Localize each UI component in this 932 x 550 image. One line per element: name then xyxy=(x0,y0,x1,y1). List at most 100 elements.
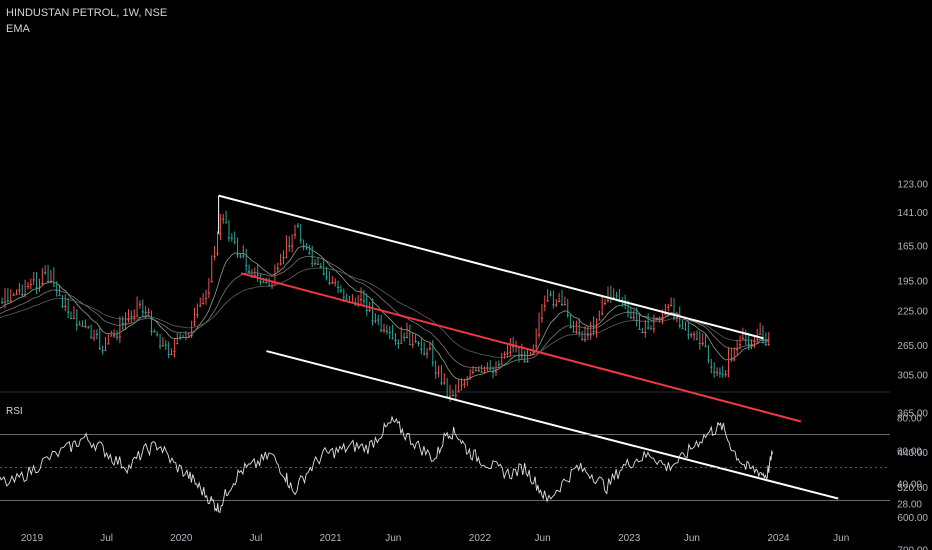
candle-body xyxy=(32,279,35,281)
candle-body xyxy=(569,326,572,328)
channel-line-lower[interactable] xyxy=(218,194,764,340)
time-tick-label: Jun xyxy=(535,533,551,544)
candle-body xyxy=(24,294,27,296)
candle-body xyxy=(156,334,159,336)
candle-body xyxy=(767,344,770,346)
candle-body xyxy=(216,253,219,255)
candle-body xyxy=(365,309,368,311)
candle-body xyxy=(500,364,503,366)
price-tick-label: 195.00 xyxy=(897,277,928,288)
candle-body xyxy=(543,305,546,307)
candle-body xyxy=(121,323,124,325)
candle-body xyxy=(26,285,30,287)
candle-body xyxy=(540,317,544,319)
candle-body xyxy=(546,300,549,302)
candle-body xyxy=(236,254,239,256)
candle-body xyxy=(721,374,724,376)
candle-body xyxy=(52,285,55,287)
candle-body xyxy=(328,282,331,284)
candle-body xyxy=(359,299,363,301)
candle-body xyxy=(718,372,722,374)
candle-body xyxy=(256,274,259,276)
candle-body xyxy=(207,292,210,294)
candle-body xyxy=(61,305,64,307)
candle-body xyxy=(555,304,558,306)
rsi-label[interactable]: RSI xyxy=(6,406,23,417)
channel-line-upper[interactable] xyxy=(266,350,839,500)
candle-body xyxy=(471,371,475,373)
candle-body xyxy=(738,344,742,346)
candle-body xyxy=(489,369,492,371)
time-tick-label: Jul xyxy=(100,533,113,544)
candle-body xyxy=(133,316,136,318)
candle-body xyxy=(285,257,288,259)
candle-body xyxy=(741,337,744,339)
candle-body xyxy=(598,319,601,321)
candle-body xyxy=(761,339,765,341)
candle-body xyxy=(391,337,394,339)
price-tick-label: 141.00 xyxy=(897,208,928,219)
candle-body xyxy=(457,390,460,392)
candle-body xyxy=(583,339,587,341)
candle-body xyxy=(199,305,202,307)
candle-body xyxy=(414,341,417,343)
candle-body xyxy=(695,338,699,340)
candle-body xyxy=(463,383,466,385)
candle-body xyxy=(213,256,216,258)
candle-body xyxy=(164,344,167,346)
candle-body xyxy=(3,301,7,303)
indicator-label-ema[interactable]: EMA xyxy=(6,23,30,35)
candle-body xyxy=(592,330,595,332)
price-tick-label: 600.00 xyxy=(897,513,928,524)
candle-body xyxy=(187,336,190,338)
candle-body xyxy=(276,267,279,269)
candle-body xyxy=(202,302,205,304)
candle-body xyxy=(558,301,561,303)
candle-body xyxy=(420,348,423,350)
candle-body xyxy=(245,265,248,267)
candle-body xyxy=(635,319,638,321)
candle-body xyxy=(58,295,61,297)
candle-body xyxy=(601,313,604,315)
candle-body xyxy=(316,263,320,265)
channel-line-middle[interactable] xyxy=(240,272,802,423)
price-tick-label: 225.00 xyxy=(897,307,928,318)
candle-body xyxy=(451,395,455,397)
rsi-line xyxy=(0,415,773,514)
candle-body xyxy=(135,315,139,317)
candle-body xyxy=(308,252,311,254)
candle-body xyxy=(107,343,110,345)
candle-body xyxy=(98,347,101,349)
candle-body xyxy=(526,360,529,362)
candle-body xyxy=(690,334,693,336)
candle-body xyxy=(388,331,391,333)
time-axis[interactable]: 2019 Jul 2020 Jul 2021 Jun 2022 Jun 2023 Jun 2024 J… xyxy=(21,533,849,544)
candle-body xyxy=(411,344,414,346)
candle-body xyxy=(181,336,185,338)
price-tick-label: 305.00 xyxy=(897,371,928,382)
candle-body xyxy=(469,376,472,378)
candle-body xyxy=(179,336,182,338)
candle-body xyxy=(147,312,150,314)
price-tick-label: 365.00 xyxy=(897,409,928,420)
candle-body xyxy=(446,395,449,397)
candle-body xyxy=(552,304,555,306)
candle-body xyxy=(529,354,532,356)
candle-body xyxy=(713,371,716,373)
channel-lines[interactable] xyxy=(218,194,839,500)
candle-body xyxy=(425,353,429,355)
candle-body xyxy=(342,296,345,298)
ema-line-2 xyxy=(0,255,769,369)
candle-body xyxy=(440,382,443,384)
candle-body xyxy=(698,343,701,345)
symbol-title[interactable]: HINDUSTAN PETROL, 1W, NSE xyxy=(6,7,168,19)
candle-body xyxy=(624,303,627,305)
candle-body xyxy=(130,316,133,318)
candle-body xyxy=(302,245,305,247)
candle-body xyxy=(279,263,282,265)
candle-body xyxy=(724,374,727,376)
price-axis[interactable]: 700.00 600.00 520.00 440.00 365.00 305.00 265.… xyxy=(897,179,928,550)
candle-body xyxy=(382,329,386,331)
candle-body xyxy=(578,332,581,334)
